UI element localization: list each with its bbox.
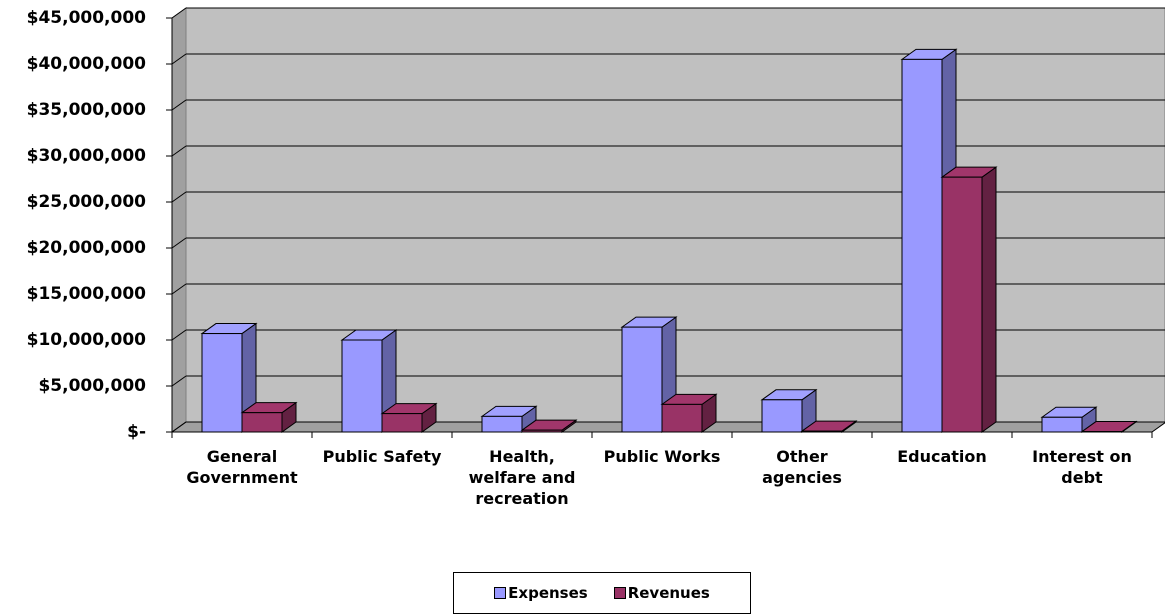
grid-line-side (171, 421, 187, 433)
legend-swatch (613, 587, 626, 599)
legend: Expenses Revenues (453, 572, 751, 614)
y-tick-label: $5,000,000 (38, 376, 146, 396)
y-tick-label: $20,000,000 (27, 238, 147, 258)
bar-group (1080, 420, 1138, 433)
bar-group (380, 402, 438, 433)
x-tick-label: Public Safety (322, 447, 442, 466)
bar (941, 176, 983, 433)
bar (1041, 416, 1083, 433)
grid-line-side (171, 283, 187, 295)
bar-group (240, 401, 298, 433)
y-tick-label: $35,000,000 (27, 100, 147, 120)
grid-line-side (171, 237, 187, 249)
grid-line-side (171, 7, 187, 19)
bar-side (981, 166, 997, 433)
y-tick-label: $- (127, 422, 146, 442)
legend-label: Expenses (508, 584, 588, 602)
x-tick-label: Health, welfare and recreation (468, 447, 576, 508)
x-tick-label: Interest on debt (1032, 447, 1132, 487)
grid-line-side (171, 53, 187, 65)
x-tick-label: General Government (186, 447, 298, 487)
bar (521, 429, 563, 433)
legend-item: Revenues (613, 584, 710, 602)
bar-group (480, 405, 538, 433)
side-wall (171, 7, 187, 433)
y-tick-label: $45,000,000 (27, 8, 147, 28)
y-tick-label: $30,000,000 (27, 146, 147, 166)
bar-group (660, 393, 718, 433)
y-tick-label: $15,000,000 (27, 284, 147, 304)
bar-group (520, 419, 578, 433)
legend-label: Revenues (627, 584, 710, 602)
x-tick-label: Education (897, 447, 987, 466)
bar-group (800, 420, 858, 433)
bar (381, 413, 423, 433)
x-tick-label: Other agencies (762, 447, 842, 487)
bar (801, 430, 843, 433)
grid-line-side (171, 375, 187, 387)
bar-group (760, 388, 818, 433)
y-tick-label: $10,000,000 (27, 330, 147, 350)
grid-line-side (171, 99, 187, 111)
grid-line-side (171, 329, 187, 341)
bar-group (1040, 406, 1098, 433)
bar (661, 403, 703, 433)
bar-group (940, 166, 998, 433)
bar (901, 58, 943, 433)
y-tick-label: $40,000,000 (27, 54, 147, 74)
bar (761, 399, 803, 433)
bar (621, 326, 663, 433)
bar (201, 333, 243, 433)
grid-line-side (171, 191, 187, 203)
legend-item: Expenses (494, 584, 588, 602)
x-tick-label: Public Works (603, 447, 721, 466)
legend-swatch (494, 587, 507, 599)
bar (481, 415, 523, 433)
grid-line-side (171, 145, 187, 157)
bar (241, 412, 283, 433)
y-tick-label: $25,000,000 (27, 192, 147, 212)
bar (341, 339, 383, 433)
